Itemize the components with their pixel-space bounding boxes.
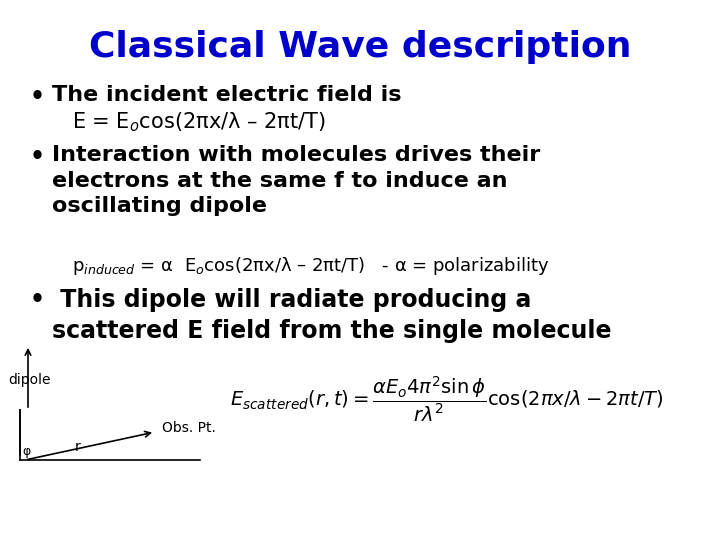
Text: This dipole will radiate producing a
scattered E field from the single molecule: This dipole will radiate producing a sca… <box>52 288 611 343</box>
Text: E = E$_o$cos(2πx/λ – 2πt/T): E = E$_o$cos(2πx/λ – 2πt/T) <box>72 110 325 133</box>
Text: dipole: dipole <box>8 373 50 387</box>
Text: Obs. Pt.: Obs. Pt. <box>162 421 216 435</box>
Text: •: • <box>30 85 45 109</box>
Text: The incident electric field is: The incident electric field is <box>52 85 402 105</box>
Text: •: • <box>30 145 45 169</box>
Text: •: • <box>30 288 45 312</box>
Text: r: r <box>75 440 81 454</box>
Text: Classical Wave description: Classical Wave description <box>89 30 631 64</box>
Text: $E_{scattered}(r,t) = \dfrac{\alpha E_o 4\pi^2 \sin\phi}{r\lambda^2}\cos(2\pi x/: $E_{scattered}(r,t) = \dfrac{\alpha E_o … <box>230 375 664 424</box>
Text: φ: φ <box>22 445 30 458</box>
Text: Interaction with molecules drives their
electrons at the same f to induce an
osc: Interaction with molecules drives their … <box>52 145 540 216</box>
Text: p$_{induced}$ = α  E$_o$cos(2πx/λ – 2πt/T)   - α = polarizability: p$_{induced}$ = α E$_o$cos(2πx/λ – 2πt/T… <box>72 255 549 277</box>
